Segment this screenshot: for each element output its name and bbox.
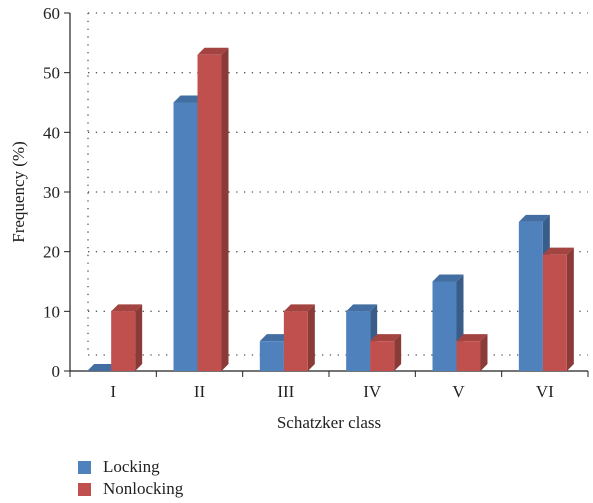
legend-item-nonlocking: Nonlocking [78, 478, 183, 500]
legend-item-locking: Locking [78, 456, 183, 478]
bar-front-face [283, 311, 308, 371]
bar-top-face [542, 247, 574, 255]
x-tick-label: VI [536, 382, 554, 401]
bar-top-face [370, 334, 402, 342]
bar-locking-V [432, 274, 464, 371]
y-tick-label: 10 [43, 302, 60, 321]
bar-top-face [197, 47, 229, 55]
bar-nonlocking-I [111, 304, 143, 371]
bar-locking-I [87, 364, 119, 371]
y-axis-title: Frequency (%) [9, 141, 28, 243]
x-tick-label: III [277, 382, 294, 401]
x-tick-labels: I II III IV V VI [69, 371, 589, 401]
legend-swatch-locking [78, 460, 91, 474]
y-tick-label: 0 [52, 362, 61, 381]
bar-side-face [480, 334, 488, 371]
bar-front-face [456, 341, 481, 371]
bar-top-face [173, 95, 205, 103]
bar-front-face [111, 311, 136, 371]
bar-front-face [173, 102, 198, 371]
bar-side-face [221, 47, 229, 372]
legend: Locking Nonlocking [78, 456, 183, 500]
y-tick-label: 50 [43, 64, 60, 83]
bar-top-face [259, 334, 291, 342]
y-tick-label: 20 [43, 243, 60, 262]
legend-swatch-nonlocking [78, 482, 91, 496]
bar-front-face [197, 54, 222, 372]
bar-top-face [346, 304, 378, 312]
y-tick-label: 40 [43, 123, 60, 142]
y-tick-labels: 0 10 20 30 40 50 60 [43, 4, 70, 381]
x-tick-label: V [452, 382, 465, 401]
bar-nonlocking-IV [370, 334, 402, 371]
bar-front-face [432, 281, 457, 371]
bar-front-face [370, 341, 395, 371]
bar-side-face [394, 334, 402, 371]
bar-top-face [456, 334, 488, 342]
bar-nonlocking-II [197, 47, 229, 372]
x-tick-label: I [110, 382, 116, 401]
legend-label-nonlocking: Nonlocking [103, 479, 184, 498]
y-tick-label: 30 [43, 183, 60, 202]
bar-nonlocking-VI [542, 247, 574, 371]
x-tick-label: IV [363, 382, 382, 401]
bars [87, 47, 574, 372]
y-tick-label: 60 [43, 4, 60, 23]
legend-label-locking: Locking [103, 457, 160, 476]
bar-top-face [518, 214, 550, 222]
bar-side-face [135, 304, 143, 371]
bar-top-face [111, 304, 143, 312]
bar-front-face [259, 341, 284, 371]
x-tick-label: II [194, 382, 206, 401]
bar-nonlocking-V [456, 334, 488, 371]
bar-side-face [307, 304, 315, 371]
bar-front-face [518, 221, 543, 371]
bar-front-face [346, 311, 371, 371]
bar-top-face [87, 364, 119, 371]
bar-top-face [283, 304, 315, 312]
bar-front-face [542, 254, 567, 371]
bar-nonlocking-III [283, 304, 315, 371]
x-axis-title: Schatzker class [277, 413, 381, 432]
gridlines [87, 12, 588, 356]
bar-top-face [432, 274, 464, 282]
bar-side-face [566, 247, 574, 371]
